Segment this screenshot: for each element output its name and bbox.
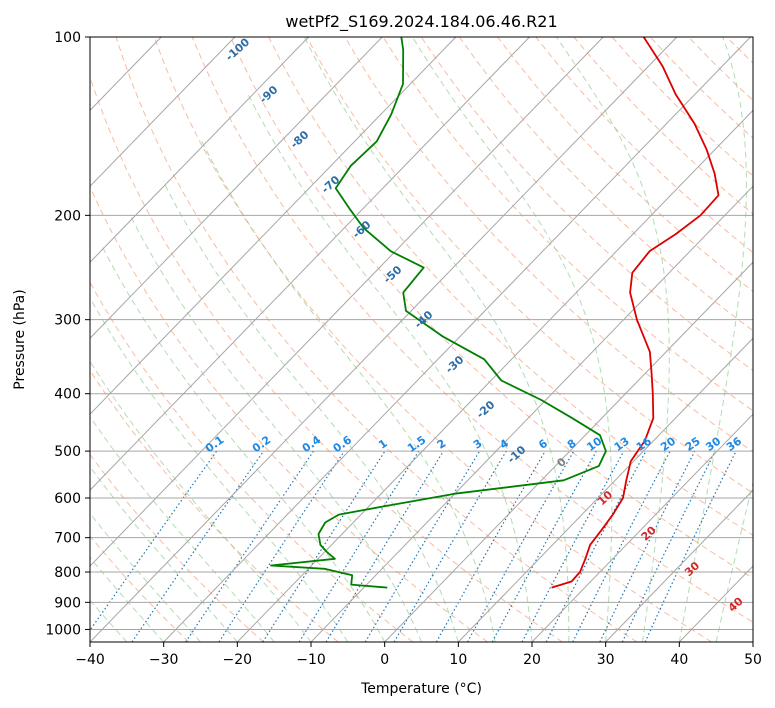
moist-adiabat-line [90,466,238,642]
x-tick-label: 30 [597,652,615,668]
isotherm-line [457,337,753,642]
x-axis-label: Temperature (°C) [360,681,482,697]
dry-adiabat-line [90,75,563,642]
isotherm-line [90,37,309,263]
dry-adiabat-line [191,37,753,623]
isotherm-line [90,37,530,491]
moist-adiabat-line [247,94,533,642]
y-tick-label: 200 [54,208,81,224]
isotherm-line [384,261,753,642]
mixing-ratio-line [90,450,218,632]
x-tick-label: 10 [449,652,467,668]
mixing-ratio-line [131,450,265,642]
mixing-ratio-line [325,450,445,642]
y-tick-label: 700 [54,531,81,547]
x-tick-label: 0 [380,652,389,668]
moist-adiabat-line [129,215,422,642]
sounding-profiles [270,37,720,589]
isotherm-grid [90,37,753,642]
plot-frame [89,36,754,643]
y-tick-label: 900 [54,595,81,611]
y-axis: 100 200 300 400 500 600 700 800 900 1000 [45,30,90,638]
moist-adiabat-line [715,480,753,642]
moist-adiabat-line [555,37,670,642]
y-tick-label: 100 [54,30,81,46]
mixing-ratio-line [218,450,345,642]
y-tick-label: 1000 [45,622,81,638]
moist-adiabat-line [90,296,349,642]
dry-adiabat-line [90,453,264,642]
x-tick-label: −20 [223,652,253,668]
isotherm-line [90,37,457,415]
isotherm-line [90,37,383,339]
y-tick-label: 500 [54,444,81,460]
isotherm-line [90,37,236,188]
x-tick-label: −30 [149,652,179,668]
mixing-ratio-line [521,450,625,642]
mixing-ratio-line [185,450,314,642]
mixing-ratio-line [572,450,671,642]
isotherm-line [236,109,753,642]
x-tick-label: 40 [670,652,688,668]
isotherm-line [90,37,678,642]
isotherm-line [163,37,751,642]
moist-adiabat-line [303,37,570,642]
dry-adiabat-line [115,37,638,642]
y-tick-label: 400 [54,387,81,403]
x-tick-label: −10 [296,652,326,668]
moist-adiabat-line [411,37,613,642]
dry-adiabat-line [497,37,753,293]
isotherm-line [605,489,753,642]
isobar-grid [90,37,753,630]
moist-adiabat-line [101,245,386,642]
temperature-profile [551,37,720,589]
isotherm-line [90,37,604,567]
chart-title: wetPf2_S169.2024.184.06.46.R21 [285,12,557,32]
y-axis-label: Pressure (hPa) [12,289,28,389]
mixing-ratio-line [599,450,696,642]
x-axis: −40 −30 −20 −10 0 10 20 30 40 50 [75,642,762,668]
dewpoint-profile [270,37,607,589]
moist-adiabat-line [90,512,201,642]
moist-adiabat-line [162,180,459,642]
mixing-ratio-line [262,450,386,642]
moist-adiabat-line [90,415,275,642]
y-tick-label: 800 [54,565,81,581]
moist-adiabat-line [90,360,312,642]
x-tick-label: 20 [523,652,541,668]
y-tick-label: 600 [54,491,81,507]
x-tick-label: 50 [744,652,762,668]
y-tick-label: 300 [54,313,81,329]
isotherm-line [310,185,753,642]
dry-adiabat-line [90,369,339,642]
isotherm-line [531,413,753,642]
moist-adiabat-line [678,37,747,642]
x-tick-label: −40 [75,652,105,668]
dry-adiabat-line [90,185,488,642]
mixing-ratio-line [466,450,575,642]
